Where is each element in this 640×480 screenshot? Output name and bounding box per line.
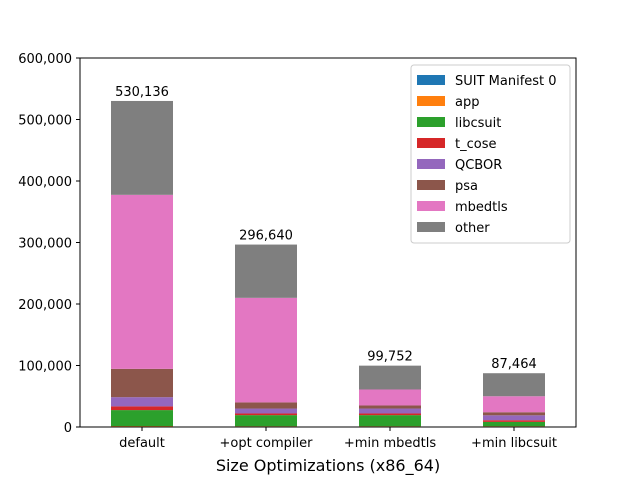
y-tick-label-6: 600,000 (18, 52, 72, 67)
bar-segment-libcsuit-3 (483, 421, 545, 427)
y-tick-label-4: 400,000 (18, 175, 72, 190)
bar-segment-app-0 (111, 426, 173, 427)
total-label-3: 87,464 (491, 357, 537, 372)
x-tick-label-2: +min mbedtls (344, 436, 436, 451)
bar-segment-psa-2 (359, 405, 421, 409)
legend-swatch-t_cose (417, 138, 445, 148)
bar-segment-qcbor-3 (483, 415, 545, 421)
x-axis-title: Size Optimizations (x86_64) (216, 456, 440, 476)
x-tick-label-3: +min libcsuit (471, 436, 557, 451)
bar-segment-mbedtls-3 (483, 396, 545, 413)
bar-segment-t_cose-0 (111, 406, 173, 411)
bar-segment-psa-3 (483, 412, 545, 416)
bar-segment-other-3 (483, 373, 545, 397)
x-tick-label-0: default (119, 436, 165, 451)
bar-segment-mbedtls-1 (235, 297, 297, 403)
legend-box (410, 64, 571, 244)
legend-swatch-psa (417, 180, 445, 190)
bar-segment-libcsuit-2 (359, 415, 421, 427)
total-label-1: 296,640 (239, 229, 293, 244)
bar-segment-other-1 (235, 244, 297, 298)
legend-label-suit-manifest-0: SUIT Manifest 0 (455, 74, 557, 89)
legend-swatch-app (417, 96, 445, 106)
x-tick-label-1: +opt compiler (220, 436, 314, 451)
total-label-0: 530,136 (115, 85, 169, 100)
bar-segment-libcsuit-0 (111, 410, 173, 427)
bar-segment-libcsuit-1 (235, 415, 297, 427)
legend-label-mbedtls: mbedtls (455, 200, 508, 215)
axes: default +opt compiler +min mbedtls +min lib… (18, 52, 577, 451)
bar-segment-t_cose-1 (235, 413, 297, 416)
legend-label-other: other (455, 221, 490, 236)
legend-label-libcsuit: libcsuit (455, 116, 501, 131)
bar-segment-psa-1 (235, 402, 297, 409)
bar-segment-mbedtls-0 (111, 194, 173, 369)
bar-segment-mbedtls-2 (359, 389, 421, 406)
legend-swatch-mbedtls (417, 201, 445, 211)
legend-label-qcbor: QCBOR (455, 158, 502, 173)
y-tick-label-3: 300,000 (18, 237, 72, 252)
bar-segment-t_cose-2 (359, 413, 421, 416)
legend-swatch-qcbor (417, 159, 445, 169)
bar-segment-other-2 (359, 365, 421, 390)
plot-area: 530,136 296,640 99,752 87,464 (111, 85, 545, 427)
plot-frame (79, 57, 577, 428)
legend: SUIT Manifest 0 app libcsuit t_cose QCBOR psa… (410, 64, 571, 244)
legend-label-app: app (455, 95, 479, 110)
legend-label-t_cose: t_cose (455, 137, 496, 152)
bar-segment-t_cose-3 (483, 420, 545, 422)
y-tick-label-0: 0 (64, 421, 72, 436)
bar-segment-psa-0 (111, 368, 173, 398)
y-tick-label-2: 200,000 (18, 298, 72, 313)
y-tick-label-5: 500,000 (18, 114, 72, 129)
bar-segment-qcbor-2 (359, 408, 421, 414)
legend-label-psa: psa (455, 179, 478, 194)
bar-segment-other-0 (111, 100, 173, 195)
bar-segment-qcbor-0 (111, 397, 173, 407)
legend-swatch-suit-manifest-0 (417, 75, 445, 85)
legend-swatch-libcsuit (417, 117, 445, 127)
legend-swatch-other (417, 222, 445, 232)
y-tick-label-1: 100,000 (18, 360, 72, 375)
total-label-2: 99,752 (367, 350, 413, 365)
bar-segment-qcbor-1 (235, 408, 297, 414)
